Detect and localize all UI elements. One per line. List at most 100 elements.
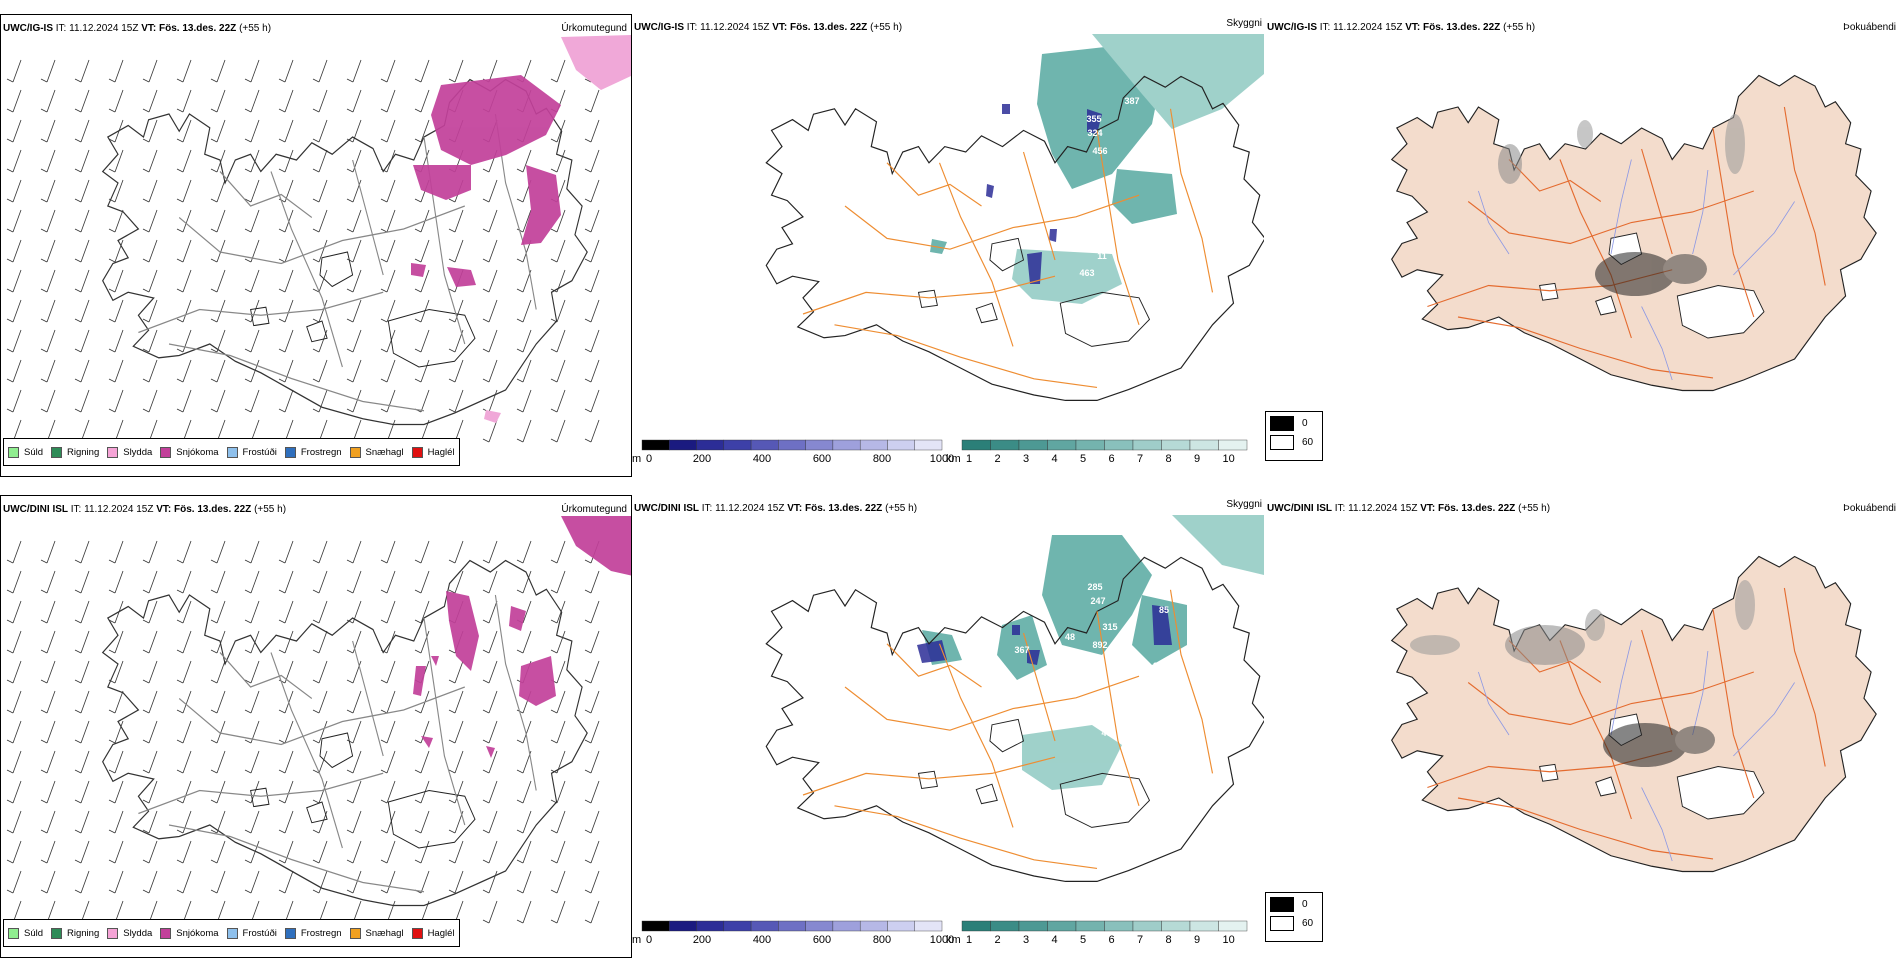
legend-label: Slydda xyxy=(123,927,153,939)
elev-color-cell xyxy=(914,439,943,451)
legend-item: Rigning xyxy=(51,446,100,458)
legend-swatch xyxy=(349,446,361,458)
fog-legend-label: 0 xyxy=(1302,418,1308,429)
cloud-value-label: 367 xyxy=(1014,645,1029,655)
vis-tick-label: 10 xyxy=(1223,934,1235,945)
cloud-cover xyxy=(930,34,1264,304)
vis-tick-label: 9 xyxy=(1194,934,1200,945)
vis-tick-label: 2 xyxy=(995,453,1001,464)
precip-map xyxy=(6,35,631,443)
low-cloud xyxy=(986,104,1102,284)
legend-label: Rigning xyxy=(67,446,100,458)
legend-item: Haglél xyxy=(411,446,455,458)
elev-color-cell xyxy=(887,439,915,451)
elev-color-cell xyxy=(641,439,670,451)
fog-map xyxy=(1390,74,1877,392)
legend-swatch xyxy=(226,927,238,939)
fog-shading xyxy=(1410,580,1755,767)
elev-color-cell xyxy=(669,439,697,451)
legend-label: Snæhagl xyxy=(365,927,404,939)
vis-color-cell xyxy=(1218,439,1248,451)
vis-tick-label: 10 xyxy=(1223,453,1235,464)
elev-tick-label: 800 xyxy=(873,934,891,945)
panel-title: Þokuábendi xyxy=(1843,22,1896,33)
cloud-labels: 387 355 324 109 456 22 463 15 11 7 xyxy=(1079,96,1159,278)
legend-swatch xyxy=(8,446,19,458)
iceland-fog xyxy=(1390,555,1877,873)
fog-map xyxy=(1390,555,1877,873)
cloud-value-label: 456 xyxy=(1092,146,1107,156)
legend-item: Snjókoma xyxy=(160,927,219,939)
fog-legend-swatch xyxy=(1270,897,1294,912)
vis-color-cell xyxy=(1189,439,1219,451)
iceland-map xyxy=(101,559,588,907)
vis-tick-label: 1 xyxy=(966,453,972,464)
legend-item: Frostúði xyxy=(226,927,277,939)
vis-color-cell xyxy=(1218,920,1248,932)
elev-tick-label: 400 xyxy=(753,453,771,464)
cloud-value-label: 48 xyxy=(1065,632,1075,642)
elev-tick-label: 1000 xyxy=(930,934,954,945)
vis-color-cell xyxy=(1132,439,1162,451)
cloud-value-label: 471 xyxy=(1101,728,1116,738)
elev-tick-label: 800 xyxy=(873,453,891,464)
elev-color-cell xyxy=(832,920,861,932)
cloud-map: 285 247 85 315 892 48 12 367 112 30 113 177 471 12 xyxy=(765,515,1264,882)
legend-swatch xyxy=(411,446,423,458)
legend-swatch xyxy=(349,927,361,939)
cloud-value-label: 12 xyxy=(1074,649,1084,659)
vis-color-cell xyxy=(1075,920,1105,932)
elev-color-cell xyxy=(750,439,779,451)
panel-title: Úrkomutegund xyxy=(561,504,627,515)
cloud-value-label: 85 xyxy=(1159,605,1169,615)
legend-label: Súld xyxy=(24,446,44,458)
fog-panel-dini: UWC/DINI ISL IT: 11.12.2024 15Z VT: Fös.… xyxy=(1265,495,1900,945)
precip-type-panel-dini: UWC/DINI ISL IT: 11.12.2024 15Z VT: Fös.… xyxy=(0,495,632,958)
legend-item: Rigning xyxy=(51,927,100,939)
cloud-value-label: 315 xyxy=(1102,622,1117,632)
legend-item: Frostúði xyxy=(226,446,277,458)
legend-swatch xyxy=(160,927,172,939)
panel-header: UWC/IG-IS IT: 11.12.2024 15Z VT: Fös. 13… xyxy=(1267,22,1536,33)
legend-swatch xyxy=(8,927,19,939)
cloud-value-label: 112 xyxy=(1060,670,1075,680)
sleet-areas xyxy=(484,35,631,423)
legend-label: Rigning xyxy=(67,927,100,939)
vis-color-cell xyxy=(1104,439,1134,451)
elev-color-cell xyxy=(723,439,752,451)
fog-legend-label: 60 xyxy=(1302,918,1314,929)
vis-tick-label: 9 xyxy=(1194,453,1200,464)
legend-item: Frostregn xyxy=(284,927,342,939)
legend-swatch xyxy=(284,446,296,458)
elev-color-cell xyxy=(696,920,725,932)
panel-header: UWC/DINI ISL IT: 11.12.2024 15Z VT: Fös.… xyxy=(634,503,918,514)
legend-swatch xyxy=(51,927,63,939)
elev-color-cell xyxy=(669,920,697,932)
vis-color-cell xyxy=(961,920,991,932)
elev-color-cell xyxy=(778,920,806,932)
vis-tick-label: 4 xyxy=(1052,453,1058,464)
vis-color-cell xyxy=(990,920,1020,932)
fog-legend-item: 0 xyxy=(1270,416,1318,431)
legend-item: Snæhagl xyxy=(349,446,404,458)
legend-item: Slydda xyxy=(107,927,153,939)
legend-label: Slydda xyxy=(123,446,153,458)
legend-label: Snjókoma xyxy=(176,446,219,458)
fog-legend: 0 60 xyxy=(1265,892,1323,942)
panel-header: UWC/IG-IS IT: 11.12.2024 15Z VT: Fös. 13… xyxy=(3,23,272,34)
elev-color-cell xyxy=(696,439,725,451)
legend-item: Haglél xyxy=(411,927,455,939)
elev-color-cell xyxy=(859,920,888,932)
cloud-value-label: 324 xyxy=(1087,128,1102,138)
legend-item: Súld xyxy=(8,446,44,458)
vis-tick-label: 5 xyxy=(1080,453,1086,464)
cloud-value-label: 22 xyxy=(1142,149,1152,159)
precip-legend: Súld Rigning Slydda Snjókoma Frostúði Frostre… xyxy=(3,919,460,947)
elev-color-cell xyxy=(805,439,834,451)
wind-barbs xyxy=(6,59,600,443)
vis-color-cell xyxy=(1018,439,1048,451)
legend-label: Haglél xyxy=(427,927,455,939)
legend-label: Snjókoma xyxy=(176,927,219,939)
elev-tick-label: 600 xyxy=(813,453,831,464)
